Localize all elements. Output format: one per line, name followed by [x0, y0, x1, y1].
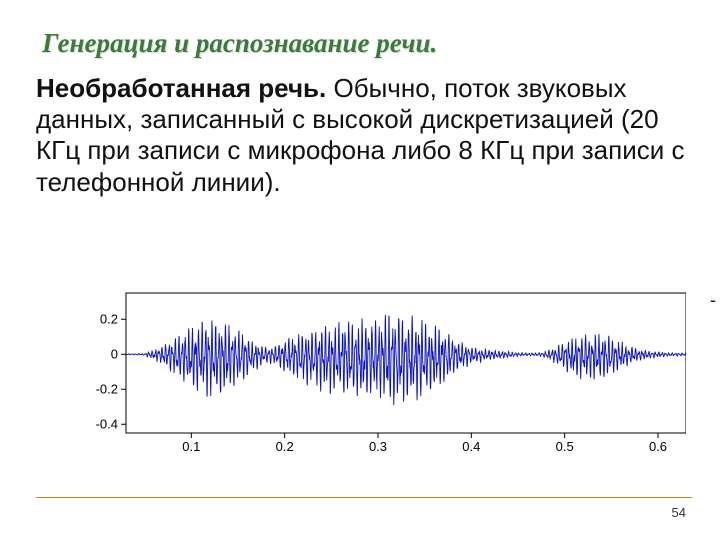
svg-text:-0.4: -0.4	[96, 416, 118, 431]
waveform-chart: 0.1 0.2 0.3 0.4 0.5 0.6 -0.4 -0.2 0 0.2	[84, 288, 686, 453]
stray-dash: -	[710, 290, 716, 311]
svg-text:0.6: 0.6	[649, 439, 667, 453]
svg-text:0.4: 0.4	[462, 439, 480, 453]
page-number: 54	[672, 505, 686, 520]
svg-text:-0.2: -0.2	[96, 381, 118, 396]
svg-text:0.2: 0.2	[100, 311, 118, 326]
svg-text:0: 0	[111, 346, 118, 361]
svg-text:0.2: 0.2	[276, 439, 294, 453]
svg-text:0.3: 0.3	[369, 439, 387, 453]
svg-text:0.1: 0.1	[182, 439, 200, 453]
slide-divider	[36, 497, 692, 498]
svg-text:0.5: 0.5	[556, 439, 574, 453]
body-lead: Необработанная речь.	[36, 73, 326, 103]
slide-title: Генерация и распознавание речи.	[42, 28, 692, 59]
body-paragraph: Необработанная речь. Обычно, поток звуко…	[36, 73, 686, 198]
